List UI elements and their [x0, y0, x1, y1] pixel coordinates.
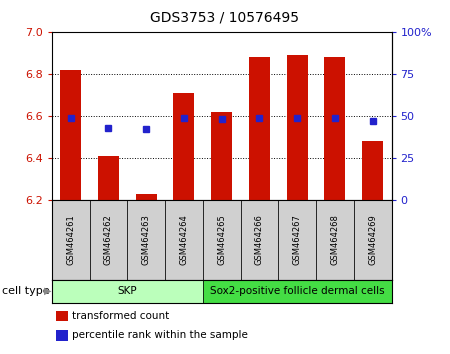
Bar	[362, 141, 383, 200]
Bar	[127, 200, 165, 280]
Bar	[60, 70, 81, 200]
Bar	[136, 194, 157, 200]
Bar	[278, 200, 316, 280]
Bar	[52, 280, 203, 303]
Text: GSM464262: GSM464262	[104, 215, 113, 265]
Text: percentile rank within the sample: percentile rank within the sample	[72, 330, 248, 341]
Text: SKP: SKP	[117, 286, 137, 296]
Text: GSM464269: GSM464269	[368, 215, 377, 265]
Bar	[52, 200, 90, 280]
Bar	[316, 200, 354, 280]
Text: GSM464265: GSM464265	[217, 215, 226, 265]
Text: GSM464264: GSM464264	[180, 215, 189, 265]
Bar	[249, 57, 270, 200]
Bar	[203, 280, 392, 303]
Text: GSM464263: GSM464263	[142, 215, 151, 265]
Text: GSM464268: GSM464268	[330, 215, 339, 265]
Text: GSM464261: GSM464261	[66, 215, 75, 265]
Text: GSM464267: GSM464267	[292, 215, 302, 265]
Bar	[287, 55, 307, 200]
Bar	[98, 156, 119, 200]
Text: ▶: ▶	[44, 286, 51, 296]
Bar	[203, 200, 240, 280]
Text: cell type: cell type	[2, 286, 50, 296]
Bar	[240, 200, 278, 280]
Text: GDS3753 / 10576495: GDS3753 / 10576495	[150, 11, 300, 25]
Bar	[324, 57, 345, 200]
Bar	[174, 93, 194, 200]
Bar	[90, 200, 127, 280]
Bar	[354, 200, 392, 280]
Text: Sox2-positive follicle dermal cells: Sox2-positive follicle dermal cells	[210, 286, 384, 296]
Text: transformed count: transformed count	[72, 311, 169, 321]
Bar	[165, 200, 203, 280]
Bar	[211, 112, 232, 200]
Text: GSM464266: GSM464266	[255, 215, 264, 265]
